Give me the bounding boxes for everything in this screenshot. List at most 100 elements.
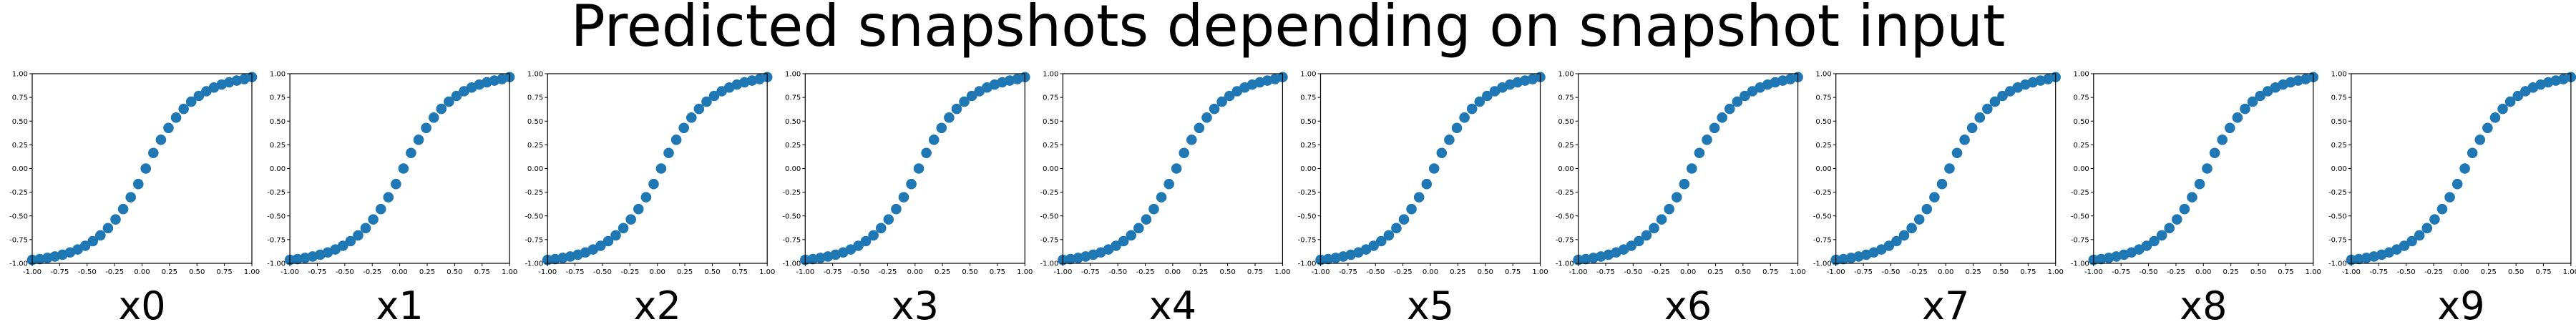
y-tick-label: -0.50: [1556, 213, 1574, 220]
y-tick-label: 0.75: [270, 94, 286, 102]
data-point: [1929, 192, 1940, 203]
y-tick-label: 0.50: [270, 118, 286, 126]
x-tick-label: 0.00: [1938, 268, 1953, 276]
x-tick-label: 0.50: [1478, 268, 1493, 276]
data-point: [1913, 214, 1925, 225]
data-point: [2172, 214, 2182, 225]
x-tick-label: 0.25: [1707, 268, 1723, 276]
y-tick-label: 0.25: [1300, 142, 1316, 150]
y-tick-label: -0.25: [9, 189, 28, 197]
x-tick-label: -0.75: [824, 268, 842, 276]
data-point: [2504, 96, 2516, 107]
data-point: [421, 122, 431, 134]
y-tick-label: -0.50: [1813, 213, 1832, 220]
x-tick-label: -1.00: [2342, 268, 2361, 276]
data-point: [375, 203, 386, 215]
data-point: [2421, 223, 2433, 234]
data-point: [633, 203, 644, 215]
data-point: [2202, 163, 2212, 174]
data-point: [95, 230, 106, 241]
y-tick-label: 0.25: [527, 142, 543, 150]
x-tick-label: -0.75: [1339, 268, 1357, 276]
data-point: [1740, 90, 1750, 102]
y-tick-label: 1.00: [527, 71, 543, 79]
y-tick-label: 0.75: [527, 94, 543, 102]
y-tick-label: -0.75: [525, 236, 543, 244]
data-point: [1959, 135, 1970, 145]
data-point: [1186, 135, 1197, 145]
y-tick-label: 0.25: [1815, 142, 1831, 150]
data-point: [117, 203, 129, 215]
data-point: [1702, 135, 1712, 145]
data-point: [163, 122, 174, 134]
y-tick-label: 0.25: [785, 142, 801, 150]
data-point: [428, 112, 439, 123]
data-point: [1156, 192, 1167, 203]
data-point: [337, 240, 348, 251]
x-tick-label: -0.75: [1854, 268, 1873, 276]
x-tick-label: 0.75: [1247, 268, 1263, 276]
y-tick-label: 1.00: [1043, 71, 1058, 79]
data-point: [1148, 203, 1159, 215]
y-tick-label: 0.75: [12, 94, 28, 102]
y-tick-label: 0.75: [1815, 94, 1831, 102]
data-point: [1989, 96, 2001, 107]
data-point: [360, 223, 371, 234]
y-tick-label: 0.25: [1043, 142, 1058, 150]
x-tick-label: 1.00: [502, 268, 517, 276]
data-point: [1671, 192, 1682, 203]
x-axis-label: x0: [118, 283, 165, 322]
x-tick-label: 1.00: [2563, 268, 2576, 276]
data-point: [1459, 112, 1470, 123]
subplot-x1: -1.00 -0.75 -0.50 -0.25 0.00 0.25 0.50 0.75 1.00…: [267, 71, 517, 322]
x-axis-label: x5: [1407, 283, 1454, 322]
data-point: [1209, 103, 1220, 114]
data-point: [913, 163, 924, 174]
subplot-x4: -1.00 -0.75 -0.50 -0.25 0.00 0.25 0.50 0.75 1.00…: [1040, 71, 1291, 322]
x-tick-label: -0.50: [1624, 268, 1642, 276]
data-point: [2156, 230, 2167, 241]
x-tick-label: 0.00: [907, 268, 923, 276]
data-point: [132, 178, 144, 190]
y-tick-label: 0.00: [785, 165, 801, 173]
y-tick-label: 0.50: [1043, 118, 1058, 126]
y-tick-label: -1.00: [1298, 260, 1317, 268]
x-tick-label: 0.25: [677, 268, 693, 276]
x-tick-label: 0.25: [2223, 268, 2239, 276]
data-point: [868, 230, 879, 241]
y-tick-label: 0.25: [2074, 142, 2089, 150]
y-tick-label: -1.00: [267, 260, 286, 268]
data-point: [413, 135, 424, 145]
data-point: [2224, 122, 2235, 134]
data-point: [701, 96, 712, 107]
x-tick-label: -0.50: [2140, 268, 2158, 276]
y-tick-label: -0.50: [1040, 213, 1059, 220]
data-point: [2255, 90, 2265, 102]
data-point: [959, 96, 970, 107]
data-point: [1951, 147, 1963, 159]
y-tick-label: -1.00: [1040, 260, 1059, 268]
data-point: [1641, 230, 1652, 241]
x-tick-label: 0.00: [134, 268, 150, 276]
x-tick-label: -1.00: [23, 268, 42, 276]
x-tick-label: -1.00: [280, 268, 299, 276]
x-tick-label: -0.75: [1596, 268, 1615, 276]
data-point: [1118, 235, 1129, 247]
x-tick-label: -0.50: [593, 268, 612, 276]
data-point: [436, 103, 447, 114]
y-tick-label: 0.00: [1043, 165, 1058, 173]
x-tick-label: -0.25: [1136, 268, 1155, 276]
x-tick-label: 1.00: [1532, 268, 1548, 276]
x-tick-label: -0.75: [1081, 268, 1100, 276]
data-point: [648, 178, 659, 190]
data-point: [1179, 147, 1190, 159]
x-tick-label: 1.00: [1017, 268, 1033, 276]
x-tick-label: -0.75: [2112, 268, 2130, 276]
data-point: [1694, 147, 1705, 159]
y-tick-label: 0.50: [1815, 118, 1831, 126]
data-point: [1664, 203, 1674, 215]
x-tick-label: 0.75: [990, 268, 1005, 276]
data-point: [951, 103, 962, 114]
x-tick-label: 0.50: [2508, 268, 2524, 276]
